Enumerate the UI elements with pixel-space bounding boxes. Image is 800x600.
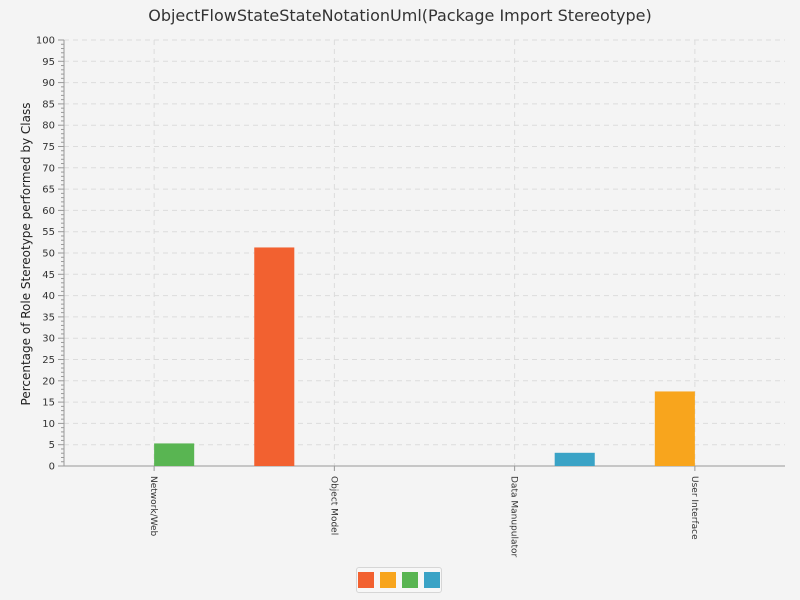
bar-data-manupulator [554,452,595,466]
chart-legend [356,567,442,593]
bar-network-web [154,443,195,466]
x-tick-label: Object Model [328,476,338,535]
y-tick-label: 30 [42,334,55,345]
y-tick-label: 90 [42,78,55,89]
y-tick-label: 5 [49,440,55,451]
legend-swatch-series-3[interactable] [402,572,418,588]
x-tick-label: Network/Web [148,476,158,537]
legend-swatch-series-2[interactable] [380,572,396,588]
y-tick-label: 25 [42,355,55,366]
y-tick-label: 70 [42,163,55,174]
y-tick-label: 80 [42,121,55,132]
y-tick-label: 20 [42,376,55,387]
y-tick-label: 45 [42,270,55,281]
x-tick-label: Data Manupulator [509,476,519,558]
y-tick-label: 55 [42,227,55,238]
y-tick-label: 35 [42,312,55,323]
y-tick-label: 60 [42,206,55,217]
y-tick-label: 10 [42,419,55,430]
y-tick-label: 50 [42,249,55,260]
y-tick-label: 15 [42,398,55,409]
legend-swatch-series-4[interactable] [424,572,440,588]
bar-object-model [254,247,295,466]
chart-title: ObjectFlowStateStateNotationUml(Package … [148,6,652,25]
y-tick-label: 65 [42,185,55,196]
y-tick-label: 0 [49,462,55,473]
y-tick-label: 95 [42,57,55,68]
x-tick-label: User Interface [689,476,699,540]
y-tick-label: 40 [42,291,55,302]
y-tick-label: 75 [42,142,55,153]
y-tick-label: 100 [36,36,55,47]
y-tick-label: 85 [42,99,55,110]
bar-user-interface [654,391,695,466]
legend-swatch-series-1[interactable] [358,572,374,588]
